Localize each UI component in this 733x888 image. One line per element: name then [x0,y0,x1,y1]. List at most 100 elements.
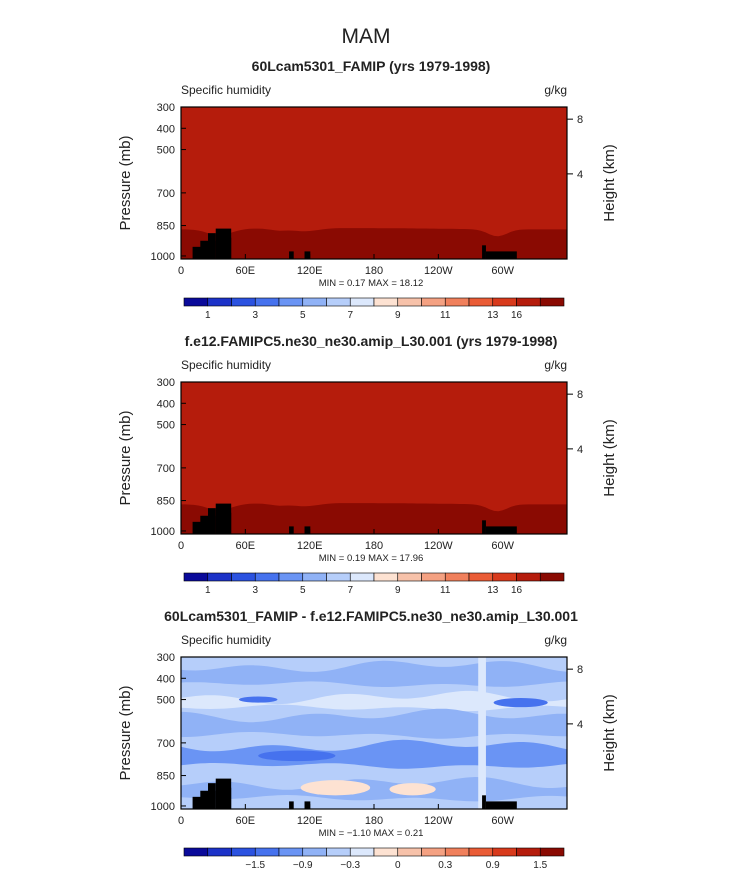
panel-units-label: g/kg [544,358,567,372]
contour-level [478,657,486,809]
field-layer [181,657,567,809]
min-max-stats: MIN = 0.17 MAX = 18.12 [319,278,424,289]
colorbar-label: 13 [487,585,499,596]
chart-panel: f.e12.FAMIPC5.ne30_ne30.amip_L30.001 (yr… [117,333,618,596]
y-tick-label: 400 [157,123,175,135]
y-right-axis-label: Height (km) [601,144,618,222]
y-tick-label: 700 [157,738,175,750]
colorbar-swatch [492,847,517,857]
x-tick-label: 120W [424,265,453,277]
y-tick-label: 1000 [151,801,175,813]
colorbar-label: 1.5 [533,860,547,871]
y-right-axis-label: Height (km) [601,694,618,772]
x-tick-label: 180 [365,540,383,552]
colorbar-swatch [207,847,232,857]
colorbar-swatch [302,297,327,307]
colorbar-swatch [326,572,351,582]
field-layer [181,382,567,534]
x-tick-label: 60W [491,540,514,552]
contour-level [300,780,371,796]
y-axis-label: Pressure (mb) [117,685,134,780]
contour-level [181,777,567,802]
contour-level [181,690,567,712]
y-tick-label: 300 [157,102,175,114]
colorbar-swatch [231,297,256,307]
colorbar-swatch [539,297,565,307]
min-max-stats: MIN = 0.19 MAX = 17.96 [319,553,424,564]
y-right-tick-label: 8 [577,664,583,676]
y-right-tick-label: 4 [577,444,583,456]
y-tick-label: 300 [157,652,175,664]
topography-mask [482,245,486,259]
contour-level [181,739,567,769]
colorbar-swatch [444,572,470,582]
colorbar-label: 11 [440,310,451,321]
colorbar-swatch [183,572,209,582]
x-tick-label: 0 [178,815,184,827]
colorbar-swatch [183,847,209,857]
y-tick-label: 500 [157,420,175,432]
topography-mask [304,801,311,809]
y-axis-label: Pressure (mb) [117,135,134,230]
colorbar-label: −1.5 [245,860,265,871]
panel-variable-label: Specific humidity [181,83,271,97]
contour-level [258,750,336,762]
colorbar-label: 9 [395,585,401,596]
colorbar-swatch [468,572,494,582]
chart-panel: 60Lcam5301_FAMIP - f.e12.FAMIPC5.ne30_ne… [117,608,618,871]
contour-level [181,660,567,687]
x-tick-label: 60E [236,815,256,827]
colorbar-swatch [254,847,280,857]
topography-mask [485,251,517,259]
colorbar-swatch [349,297,375,307]
y-tick-label: 850 [157,771,175,783]
colorbar-swatch [231,847,256,857]
colorbar-label: 0 [395,860,401,871]
topography-mask [223,787,232,809]
colorbar-swatch [539,572,565,582]
contour-level [493,698,548,708]
topography-mask [304,251,311,259]
colorbar-swatch [326,297,351,307]
y-tick-label: 400 [157,398,175,410]
topography-mask [223,512,232,534]
contour-level [238,696,278,703]
colorbar-label: 0.3 [438,860,452,871]
colorbar-swatch [444,847,470,857]
colorbar-swatch [516,847,541,857]
x-tick-label: 60W [491,815,514,827]
colorbar-swatch [421,572,446,582]
colorbar-swatch [397,297,422,307]
colorbar-swatch [254,572,280,582]
chart-title: 60Lcam5301_FAMIP - f.e12.FAMIPC5.ne30_ne… [164,608,578,624]
colorbar-swatch [302,847,327,857]
colorbar-label: 3 [252,585,258,596]
x-tick-label: 120E [297,815,323,827]
colorbar-label: 1 [205,585,211,596]
colorbar-swatch [278,572,304,582]
x-tick-label: 60E [236,540,256,552]
colorbar-label: 13 [487,310,499,321]
colorbar-swatch [302,572,327,582]
x-tick-label: 120E [297,265,323,277]
x-tick-label: 60E [236,265,256,277]
topography-mask [482,795,486,809]
colorbar-label: 0.9 [486,860,500,871]
colorbar-label: 7 [347,585,353,596]
x-tick-label: 0 [178,265,184,277]
topography-mask [482,520,486,534]
colorbar-swatch [516,297,541,307]
colorbar-label: 16 [511,585,523,596]
colorbar-swatch [516,572,541,582]
y-tick-label: 1000 [151,526,175,538]
colorbar-swatch [444,297,470,307]
y-tick-label: 500 [157,145,175,157]
y-right-tick-label: 4 [577,719,583,731]
contour-level [181,708,567,739]
colorbar-swatch [207,572,232,582]
x-tick-label: 60W [491,265,514,277]
x-tick-label: 180 [365,815,383,827]
y-tick-label: 300 [157,377,175,389]
colorbar-swatch [373,572,399,582]
topography-mask [289,526,294,534]
